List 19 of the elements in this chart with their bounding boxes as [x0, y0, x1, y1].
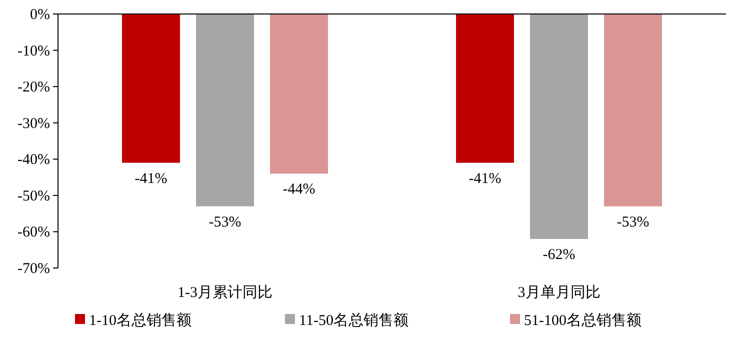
data-label: -53%: [208, 214, 242, 230]
data-label: -44%: [282, 182, 316, 198]
data-label: -62%: [542, 246, 576, 263]
y-tick-label: -10%: [18, 43, 50, 60]
y-tick-label: -70%: [18, 261, 50, 277]
data-label: -41%: [468, 170, 502, 187]
x-tick-label: 3月单月同比: [518, 284, 600, 301]
data-label: -53%: [616, 214, 650, 230]
legend-label: 1-10名总销售额: [89, 312, 192, 329]
data-label: -41%: [134, 170, 168, 187]
y-tick-label: -20%: [18, 80, 50, 96]
y-tick-label: 0%: [30, 7, 50, 23]
legend-label: 51-100名总销售额: [524, 312, 642, 329]
legend-label: 11-50名总销售额: [299, 312, 408, 329]
x-tick-label: 1-3月累计同比: [178, 284, 272, 301]
y-tick-label: -50%: [18, 188, 50, 204]
y-tick-label: -30%: [18, 116, 50, 132]
y-tick-label: -40%: [18, 152, 50, 168]
y-tick-label: -60%: [18, 224, 50, 241]
